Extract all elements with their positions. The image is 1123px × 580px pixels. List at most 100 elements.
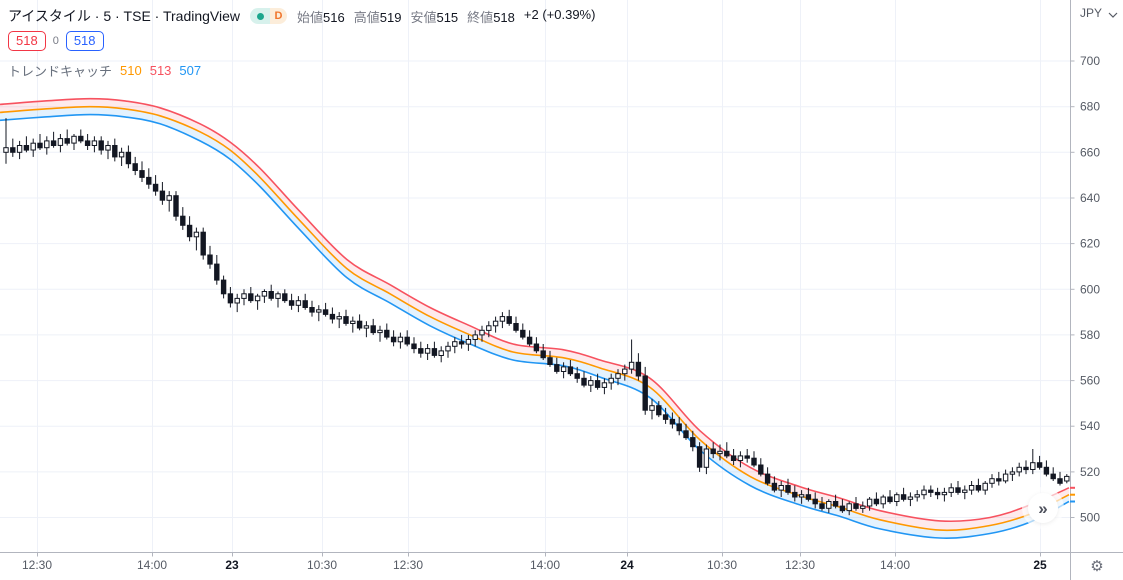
chart-legend-row: アイスタイル · 5 · TSE · TradingView D 始値516 高… <box>8 6 595 26</box>
candle-body <box>860 505 866 509</box>
candle-body <box>955 487 961 493</box>
y-axis-label: 580 <box>1080 328 1100 342</box>
candle-body <box>628 361 635 370</box>
candle-body <box>873 498 880 505</box>
candle-body <box>968 485 975 491</box>
candle-body <box>894 494 900 503</box>
x-axis-label: 25 <box>1033 558 1047 572</box>
candle-body <box>853 503 859 509</box>
candle-body <box>581 377 587 386</box>
candle-body <box>547 357 553 366</box>
candle-body <box>118 151 125 158</box>
candle-body <box>1043 466 1050 475</box>
candle-body <box>465 339 472 345</box>
indicator-name[interactable]: トレンドキャッチ <box>8 64 113 79</box>
high-label: 高値 <box>353 9 380 25</box>
candle-body <box>268 291 274 299</box>
x-axis-label: 14:00 <box>880 558 910 572</box>
axis-settings-button[interactable]: ⚙ <box>1071 553 1123 580</box>
indicator-legend-row[interactable]: トレンドキャッチ 510 513 507 <box>8 61 201 80</box>
candle-body <box>302 300 308 309</box>
candle-body <box>819 503 825 509</box>
candle-body <box>438 350 444 356</box>
candle-body <box>105 145 111 151</box>
candle-body <box>594 380 601 388</box>
candle-body <box>57 138 64 146</box>
candle-body <box>866 498 873 507</box>
candle-body <box>44 140 50 149</box>
market-status-pill[interactable]: D <box>250 8 288 24</box>
grid-lines <box>0 0 1070 552</box>
candle-body <box>778 485 784 491</box>
candle-body <box>241 293 247 299</box>
candle-body <box>78 135 84 142</box>
candle-body <box>411 343 417 350</box>
y-axis-label: 660 <box>1080 145 1100 159</box>
candle-body <box>642 375 648 411</box>
candle-body <box>50 140 57 146</box>
candle-body <box>452 341 458 347</box>
candle-body <box>248 293 254 302</box>
candle-body <box>506 316 512 324</box>
candle-body <box>574 373 580 379</box>
go-to-realtime-button[interactable]: » <box>1028 493 1058 523</box>
candle-body <box>710 448 716 455</box>
candle-body <box>329 313 336 320</box>
candle-body <box>186 224 193 238</box>
candle-body <box>962 489 968 493</box>
open-label: 始値 <box>297 9 324 25</box>
candle-body <box>996 478 1002 482</box>
high-value: 519 <box>379 9 402 25</box>
symbol-title[interactable]: アイスタイル · 5 · TSE · TradingView <box>8 8 241 24</box>
candle-body <box>220 279 227 295</box>
price-axis[interactable] <box>1071 0 1123 552</box>
candle-body <box>322 309 329 315</box>
candle-body <box>764 473 771 484</box>
low-label: 安値 <box>410 9 437 25</box>
candle-body <box>445 345 451 352</box>
candle-body <box>261 291 268 297</box>
candle-body <box>207 254 213 265</box>
candle-body <box>350 320 356 325</box>
candle-body <box>526 336 533 345</box>
candle-body <box>146 176 152 185</box>
candle-body <box>91 140 98 146</box>
candle-body <box>717 450 723 455</box>
candle-body <box>254 295 261 302</box>
candle-body <box>669 418 676 425</box>
candle-body <box>316 309 322 313</box>
candle-body <box>601 382 608 388</box>
candle-body <box>839 505 846 512</box>
y-axis-label: 560 <box>1080 374 1100 388</box>
candle-body <box>751 457 757 466</box>
candle-body <box>1036 462 1043 468</box>
candle-body <box>23 145 30 151</box>
sell-quote-badge[interactable]: 518 <box>8 31 46 51</box>
candle-body <box>309 307 315 313</box>
candle-body <box>771 482 778 491</box>
candle-body <box>683 430 689 439</box>
candle-body <box>397 336 404 343</box>
candle-body <box>934 491 941 496</box>
time-axis[interactable] <box>0 553 1123 580</box>
candle-body <box>10 147 16 153</box>
buy-quote-badge[interactable]: 518 <box>65 31 104 51</box>
candle-body <box>588 380 594 386</box>
candle-body <box>30 142 36 151</box>
x-axis-label: 10:30 <box>307 558 337 572</box>
candle-body <box>370 325 376 334</box>
candle-body <box>295 300 302 306</box>
quote-spread: 0 <box>52 35 59 47</box>
x-axis-label: 12:30 <box>393 558 423 572</box>
delayed-data-badge: D <box>270 8 288 24</box>
candle-body <box>812 498 818 505</box>
candle-body <box>989 478 995 484</box>
currency-label[interactable]: JPY <box>1080 6 1102 20</box>
candle-body <box>900 494 907 500</box>
candle-body <box>404 336 410 345</box>
candle-body <box>792 491 798 498</box>
candles-layer <box>3 118 1070 516</box>
candle-body <box>513 323 519 331</box>
candle-body <box>826 501 832 509</box>
